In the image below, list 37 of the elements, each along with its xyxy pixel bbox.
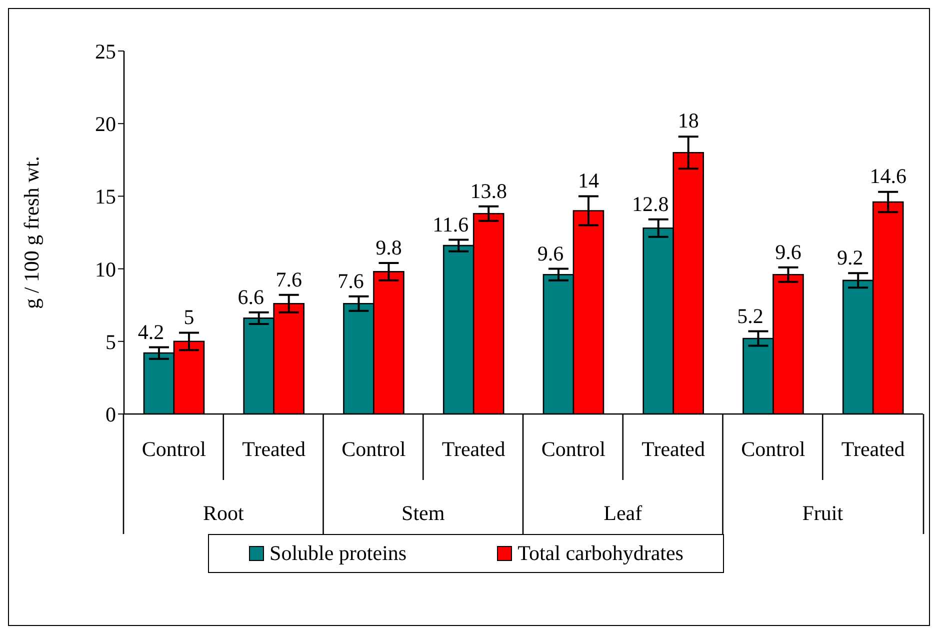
x-tick-label: Control [541, 437, 606, 461]
data-label: 14.6 [870, 164, 906, 188]
data-label: 5.2 [737, 304, 764, 328]
data-label: 9.6 [537, 241, 564, 266]
x-tick-label: Treated [242, 437, 306, 461]
legend-label: Soluble proteins [268, 541, 407, 566]
data-label: 14 [578, 168, 600, 192]
data-label: 7.6 [276, 267, 302, 292]
data-label: 18 [678, 108, 699, 133]
data-label: 11.6 [432, 212, 469, 236]
x-tick-label: Control [741, 437, 806, 461]
legend-label: Total carbohydrates [516, 541, 684, 566]
x-tick-label: Treated [841, 437, 906, 461]
data-label: 12.8 [632, 192, 669, 216]
y-tick-label: 25 [95, 39, 116, 64]
text: Leaf [604, 501, 642, 525]
y-tick-label: 15 [95, 184, 116, 209]
x-tick-label: Control [342, 437, 406, 461]
y-tick-label: 0 [106, 402, 116, 426]
y-axis-title: g / 100 g fresh wt. [19, 156, 44, 309]
data-label: 4.2 [138, 320, 164, 344]
data-label: 5 [184, 305, 194, 330]
y-tick-label: 5 [106, 330, 116, 354]
x-tick-label: Treated [642, 437, 706, 461]
text: Fruit [802, 501, 844, 525]
data-label: 6.6 [238, 284, 264, 309]
text: Root [202, 501, 244, 525]
data-label: 9.6 [775, 240, 802, 264]
text: Stem [402, 501, 445, 525]
y-tick-label: 20 [95, 112, 116, 136]
data-label: 9.2 [836, 246, 864, 270]
x-tick-label: Treated [442, 437, 506, 461]
x-tick-label: Control [142, 437, 206, 461]
data-label: 9.8 [376, 235, 402, 260]
data-label: 13.8 [470, 178, 507, 203]
data-label: 7.6 [338, 268, 364, 293]
y-tick-label: 10 [95, 257, 116, 282]
